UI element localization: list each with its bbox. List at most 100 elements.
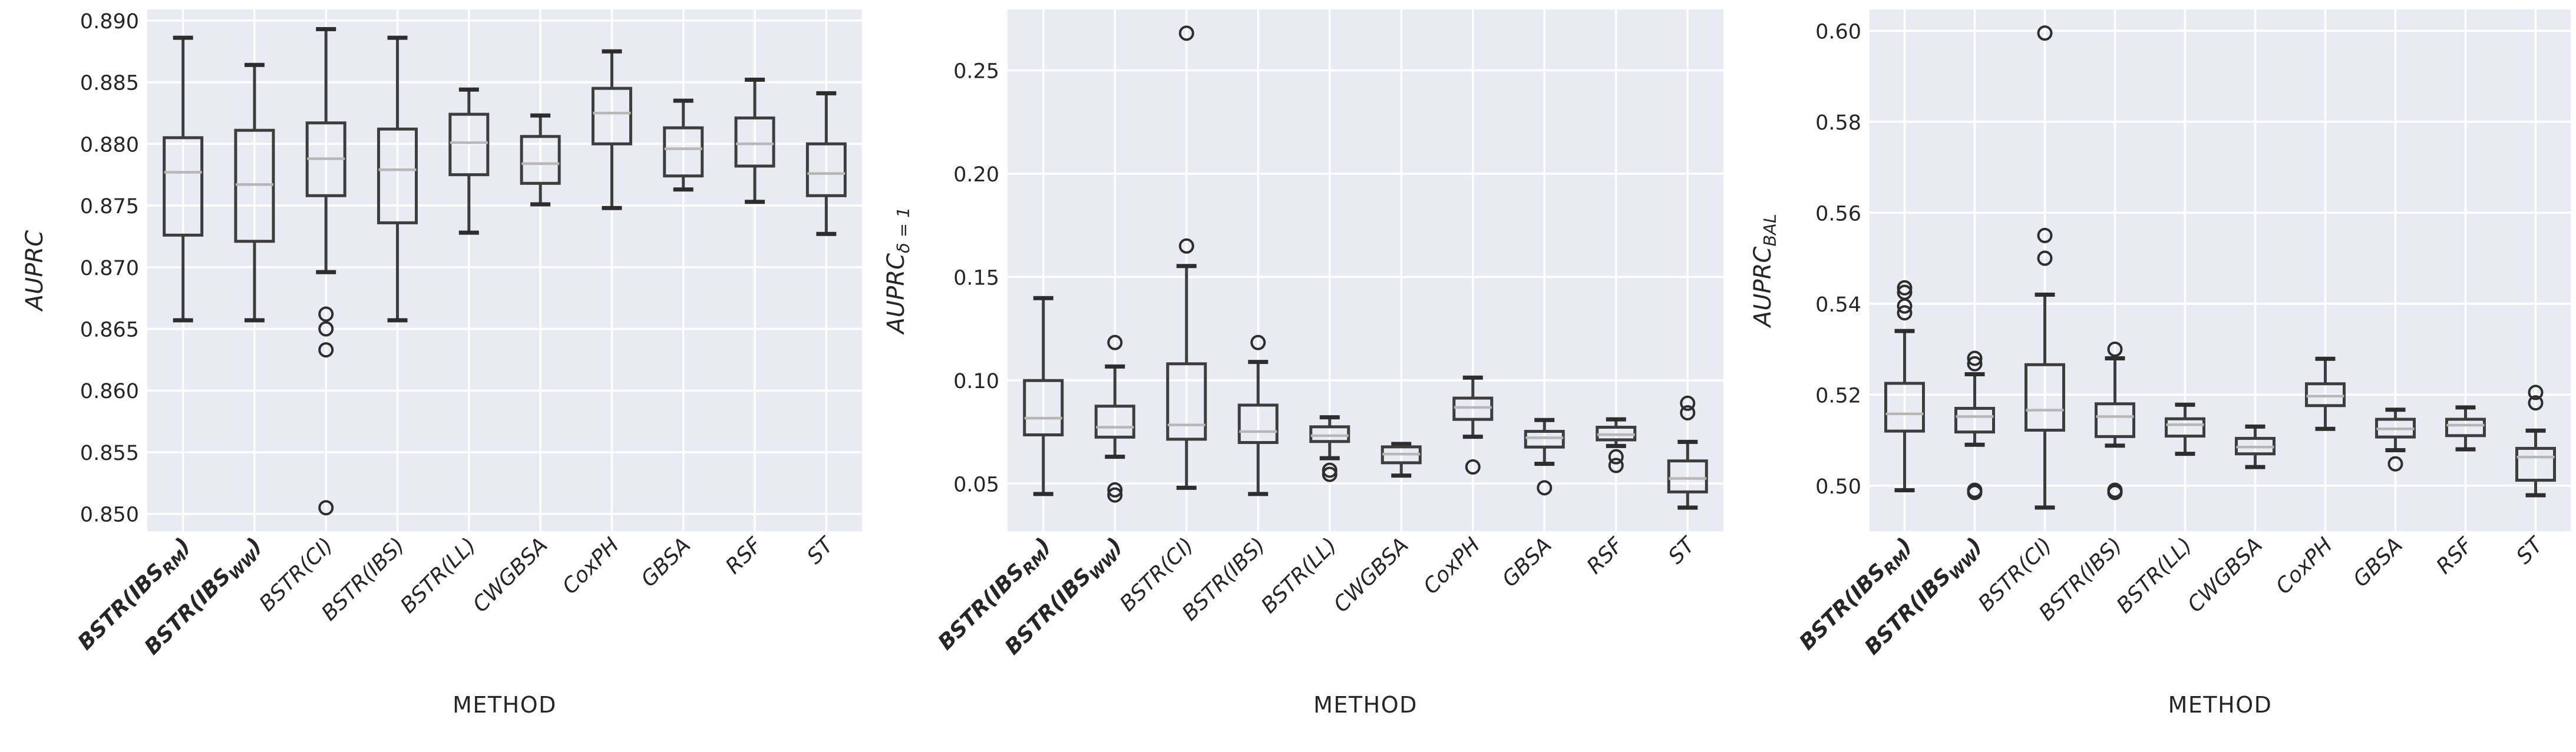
x-tick-label-BSTR(IBSWW): BSTR(IBSWW) xyxy=(1000,533,1130,662)
x-axis-title-3: METHOD xyxy=(2168,692,2273,718)
outlier-marker xyxy=(1967,350,1983,366)
x-tick-label-BSTR(LL): BSTR(LL) xyxy=(396,533,481,618)
y-tick-label: 0.15 xyxy=(953,266,999,290)
box-BSTR(IBS) xyxy=(377,35,418,323)
outlier-marker xyxy=(318,342,334,358)
iqr-box xyxy=(377,127,418,224)
box-BSTR(CI) xyxy=(1166,25,1207,490)
box-BSTR(IBS) xyxy=(2095,342,2135,501)
iqr-box xyxy=(1023,379,1064,436)
outlier-marker xyxy=(1967,356,1983,372)
y-axis-label-subscript: BAL xyxy=(1760,214,1780,247)
outlier-marker xyxy=(1680,405,1696,420)
x-tick-label-GBSA: GBSA xyxy=(1498,533,1557,592)
x-tick-label-BSTR(IBSRM): BSTR(IBSRM) xyxy=(73,533,197,657)
y-axis-label-auprc-bal: AUPRCBAL xyxy=(1749,214,1780,327)
x-axis-title-1: METHOD xyxy=(453,692,557,718)
y-tick-label: 0.56 xyxy=(1815,202,1861,226)
y-tick-label: 0.885 xyxy=(80,72,139,95)
box-RSF xyxy=(734,77,775,204)
y-axis-label-text: AUPRC xyxy=(21,230,48,311)
box-BSTR(LL) xyxy=(448,87,490,235)
iqr-box xyxy=(663,126,704,178)
iqr-box xyxy=(805,142,847,197)
outlier-marker xyxy=(1322,462,1337,478)
y-tick-label: 0.875 xyxy=(80,195,139,218)
iqr-box xyxy=(520,135,561,185)
iqr-box xyxy=(2165,417,2205,438)
x-tick-label-BSTR(LL): BSTR(LL) xyxy=(1257,533,1342,618)
outlier-marker xyxy=(1897,298,1913,314)
boxplot-svg-auprc: 0.850 0.855 0.860 0.865 0.870 0.875 0.880 0.885… xyxy=(73,9,862,660)
x-tick-label-CWGBSA: CWGBSA xyxy=(2183,533,2267,617)
box-CWGBSA xyxy=(1381,442,1422,478)
y-axis-label-text: AUPRC xyxy=(883,253,910,334)
box-CWGBSA xyxy=(2235,424,2276,469)
outlier-marker xyxy=(1967,485,1983,501)
outlier-marker xyxy=(2107,485,2123,501)
x-tick-label-BSTR(IBSRM): BSTR(IBSRM) xyxy=(933,533,1058,657)
outlier-marker xyxy=(1178,238,1194,254)
outlier-marker xyxy=(1322,466,1337,482)
y-tick-label: 0.20 xyxy=(953,163,999,187)
outlier-marker xyxy=(2387,456,2403,472)
outlier-marker xyxy=(2037,250,2053,266)
y-tick-label: 0.880 xyxy=(80,133,139,157)
y-tick-label: 0.860 xyxy=(80,380,139,403)
outlier-marker xyxy=(2037,227,2053,243)
box-BSTR(IBS) xyxy=(1237,334,1279,496)
y-tick-label: 0.870 xyxy=(80,257,139,280)
x-tick-label-BSTR(IBSWW): BSTR(IBSWW) xyxy=(140,533,269,662)
x-tick-label-CWGBSA: CWGBSA xyxy=(1329,533,1414,617)
box-CoxPH xyxy=(591,49,632,210)
iqr-box xyxy=(2305,382,2346,408)
iqr-box xyxy=(1452,396,1494,421)
y-tick-label: 0.25 xyxy=(953,60,999,84)
box-GBSA xyxy=(1524,418,1565,496)
outlier-marker xyxy=(2037,25,2053,41)
box-ST xyxy=(805,91,847,236)
box-RSF xyxy=(1596,417,1637,473)
x-tick-label-CoxPH: CoxPH xyxy=(1419,533,1485,599)
x-tick-label-ST: ST xyxy=(1664,532,1701,569)
iqr-box xyxy=(2515,446,2556,482)
box-CoxPH xyxy=(1452,375,1494,475)
y-tick-label: 0.10 xyxy=(953,370,999,393)
x-tick-label-BSTR(IBSRM): BSTR(IBSRM) xyxy=(1795,533,1919,657)
y-tick-label: 0.50 xyxy=(1815,475,1861,499)
y-tick-label: 0.850 xyxy=(80,503,139,527)
iqr-box xyxy=(448,112,490,177)
y-tick-label: 0.58 xyxy=(1815,111,1861,135)
iqr-box xyxy=(1667,459,1708,493)
x-tick-label-CoxPH: CoxPH xyxy=(2271,533,2337,599)
outlier-marker xyxy=(1107,334,1123,350)
box-BSTR(LL) xyxy=(1309,415,1350,482)
outlier-marker xyxy=(1107,487,1123,503)
iqr-box xyxy=(1237,403,1279,444)
outlier-marker xyxy=(1465,459,1481,475)
outlier-marker xyxy=(2528,385,2544,400)
iqr-box xyxy=(591,87,632,145)
y-tick-label: 0.54 xyxy=(1815,293,1861,317)
x-tick-label-BSTR(IBSWW): BSTR(IBSWW) xyxy=(1860,533,1989,662)
outlier-marker xyxy=(1608,458,1624,473)
y-axis-label-text: AUPRC xyxy=(1749,246,1776,327)
outlier-marker xyxy=(1178,25,1194,41)
y-axis-label-auprc: AUPRC xyxy=(21,230,52,310)
box-BSTR(IBSRM) xyxy=(1884,280,1925,492)
y-axis-label-auprc-delta1: AUPRCδ = 1 xyxy=(883,207,913,334)
y-tick-label: 0.865 xyxy=(80,318,139,342)
box-GBSA xyxy=(663,98,704,192)
boxplot-svg-auprc-delta1: 0.05 0.10 0.15 0.20 0.25 BSTR(IBSRM)BSTR(IBSW… xyxy=(933,9,1723,660)
box-BSTR(CI) xyxy=(305,27,346,516)
box-GBSA xyxy=(2375,408,2416,472)
x-tick-label-CoxPH: CoxPH xyxy=(558,533,624,599)
iqr-box xyxy=(1524,430,1565,449)
box-BSTR(IBSRM) xyxy=(1023,296,1064,496)
x-tick-label-RSF: RSF xyxy=(1583,532,1629,578)
outlier-marker xyxy=(2528,395,2544,411)
box-RSF xyxy=(2445,405,2486,452)
outlier-marker xyxy=(2107,342,2123,357)
box-ST xyxy=(2515,385,2556,498)
